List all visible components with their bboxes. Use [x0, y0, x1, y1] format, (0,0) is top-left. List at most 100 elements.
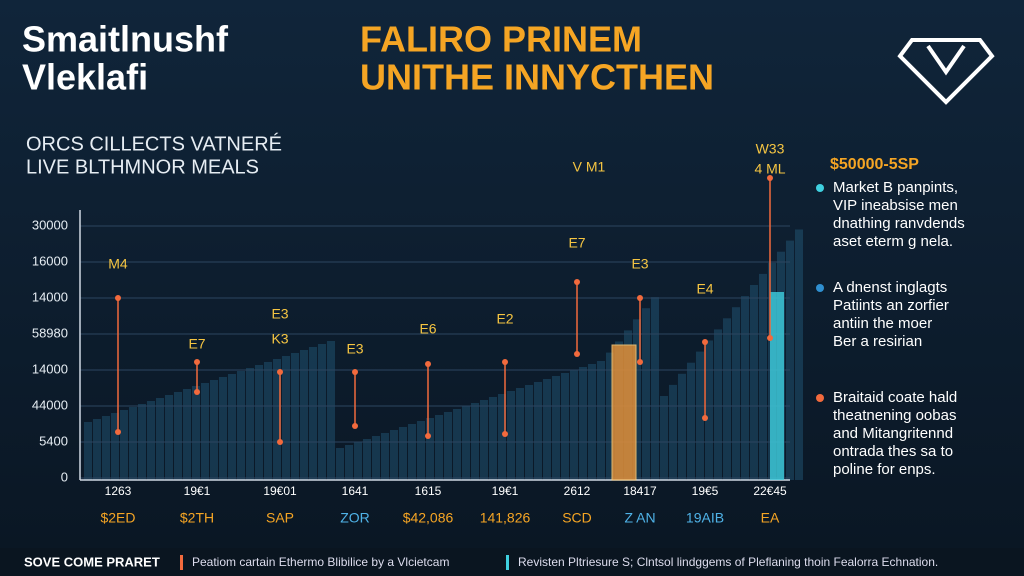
point-label: E3 [346, 341, 363, 357]
note-text: ontrada thes sa to [833, 443, 953, 460]
note-text: A dnenst inglagts [833, 279, 947, 296]
skyline-bar [300, 350, 308, 480]
range-dot [352, 369, 358, 375]
y-label: 5400 [39, 433, 68, 448]
note-text: VIP ineabsise men [833, 197, 958, 214]
y-label: 14000 [32, 361, 68, 376]
skyline-bar [390, 430, 398, 480]
skyline-bar [318, 344, 326, 480]
skyline-bar [507, 391, 515, 480]
skyline-bar [273, 359, 281, 480]
skyline-bar [201, 383, 209, 480]
skyline-bar [408, 424, 416, 480]
skyline-bar [165, 395, 173, 480]
y-label: 30000 [32, 217, 68, 232]
note-text: Braitaid coate hald [833, 389, 957, 406]
skyline-bar [219, 377, 227, 480]
skyline-bar [660, 396, 668, 480]
y-label: 14000 [32, 289, 68, 304]
note-text: antiin the moer [833, 315, 932, 332]
note-text: Ber a resirian [833, 333, 922, 350]
column-label: $2TH [180, 510, 214, 526]
skyline-bar [723, 318, 731, 480]
skyline-bar [687, 362, 695, 480]
skyline-bar [228, 374, 236, 480]
column-label: $42,086 [403, 510, 454, 526]
column-label: $2ED [100, 510, 135, 526]
column-label: ZOR [340, 510, 370, 526]
title: Smaitlnushf [22, 19, 229, 60]
point-label: E6 [419, 321, 436, 337]
range-dot [194, 389, 200, 395]
footer-bar [0, 548, 1024, 576]
column-year: 2612 [564, 484, 591, 498]
skyline-bar [435, 415, 443, 480]
range-dot [277, 439, 283, 445]
footer-text: Revisten Pltriesure S; Clntsol lindggems… [518, 555, 938, 569]
notes: Marke​t B panpints,VIP ineabsise mendnat… [816, 179, 965, 478]
note-text: and Mitangritennd [833, 425, 953, 442]
column-year: 22€45 [753, 484, 787, 498]
skyline-bar [642, 308, 650, 480]
price: $50000-5SP [830, 156, 919, 173]
skyline-bar [462, 406, 470, 480]
skyline-bar [705, 340, 713, 480]
note-text: theatnening oobas [833, 407, 956, 424]
column-year: 19€1 [492, 484, 519, 498]
range-dot [702, 339, 708, 345]
range-dot [637, 295, 643, 301]
skyline-bar [444, 412, 452, 480]
point-label: 4 ML [754, 161, 785, 177]
column-year: 19€01 [263, 484, 297, 498]
column-year: 1615 [415, 484, 442, 498]
skyline-bar [147, 401, 155, 480]
skyline-bar [102, 416, 110, 480]
skyline-bar [786, 240, 794, 480]
point-label: E7 [568, 235, 585, 251]
range-dot [702, 415, 708, 421]
range-dot [767, 335, 773, 341]
skyline-bar [111, 413, 119, 480]
point-label: E3 [271, 306, 288, 322]
skyline-bar [579, 367, 587, 480]
skyline-bar [714, 329, 722, 480]
note-text: Marke​t B panpints, [833, 179, 958, 196]
skyline-bar [309, 347, 317, 480]
skyline-bar [498, 394, 506, 480]
skyline-bar [552, 376, 560, 480]
headline: FALIRO PRINEM [360, 19, 642, 60]
skyline-bar [669, 384, 677, 480]
skyline-bar [399, 427, 407, 480]
skyline-bar [282, 356, 290, 480]
point-label: K3 [271, 331, 288, 347]
skyline-bar [336, 448, 344, 480]
point-label: E2 [496, 311, 513, 327]
range-dot [194, 359, 200, 365]
column-year: 19€5 [692, 484, 719, 498]
column-label: SAP [266, 510, 294, 526]
skyline-bar [417, 421, 425, 480]
skyline-bar [543, 379, 551, 480]
skyline-bar [696, 351, 704, 480]
chart: 30000 16000 14000 58980 14000 44000 5400 0 M4 126… [32, 141, 803, 526]
footer-divider [506, 555, 509, 570]
y-label: 44000 [32, 397, 68, 412]
skyline-bar [93, 419, 101, 480]
point-label: M4 [108, 256, 128, 272]
skyline-bar [192, 386, 200, 480]
range-dot [502, 431, 508, 437]
skyline-bar [489, 397, 497, 480]
skyline-bar [354, 442, 362, 480]
column-label: 141,826 [480, 510, 531, 526]
note-text: poline for enps. [833, 461, 936, 478]
range-dot [637, 359, 643, 365]
skyline-bar [372, 436, 380, 480]
point-label: E3 [631, 256, 648, 272]
column-label: 19AIB [686, 510, 724, 526]
skyline-bar [291, 353, 299, 480]
logo [897, 38, 995, 105]
range-dot [502, 359, 508, 365]
skyline-bar [255, 365, 263, 480]
bullet [816, 284, 824, 292]
